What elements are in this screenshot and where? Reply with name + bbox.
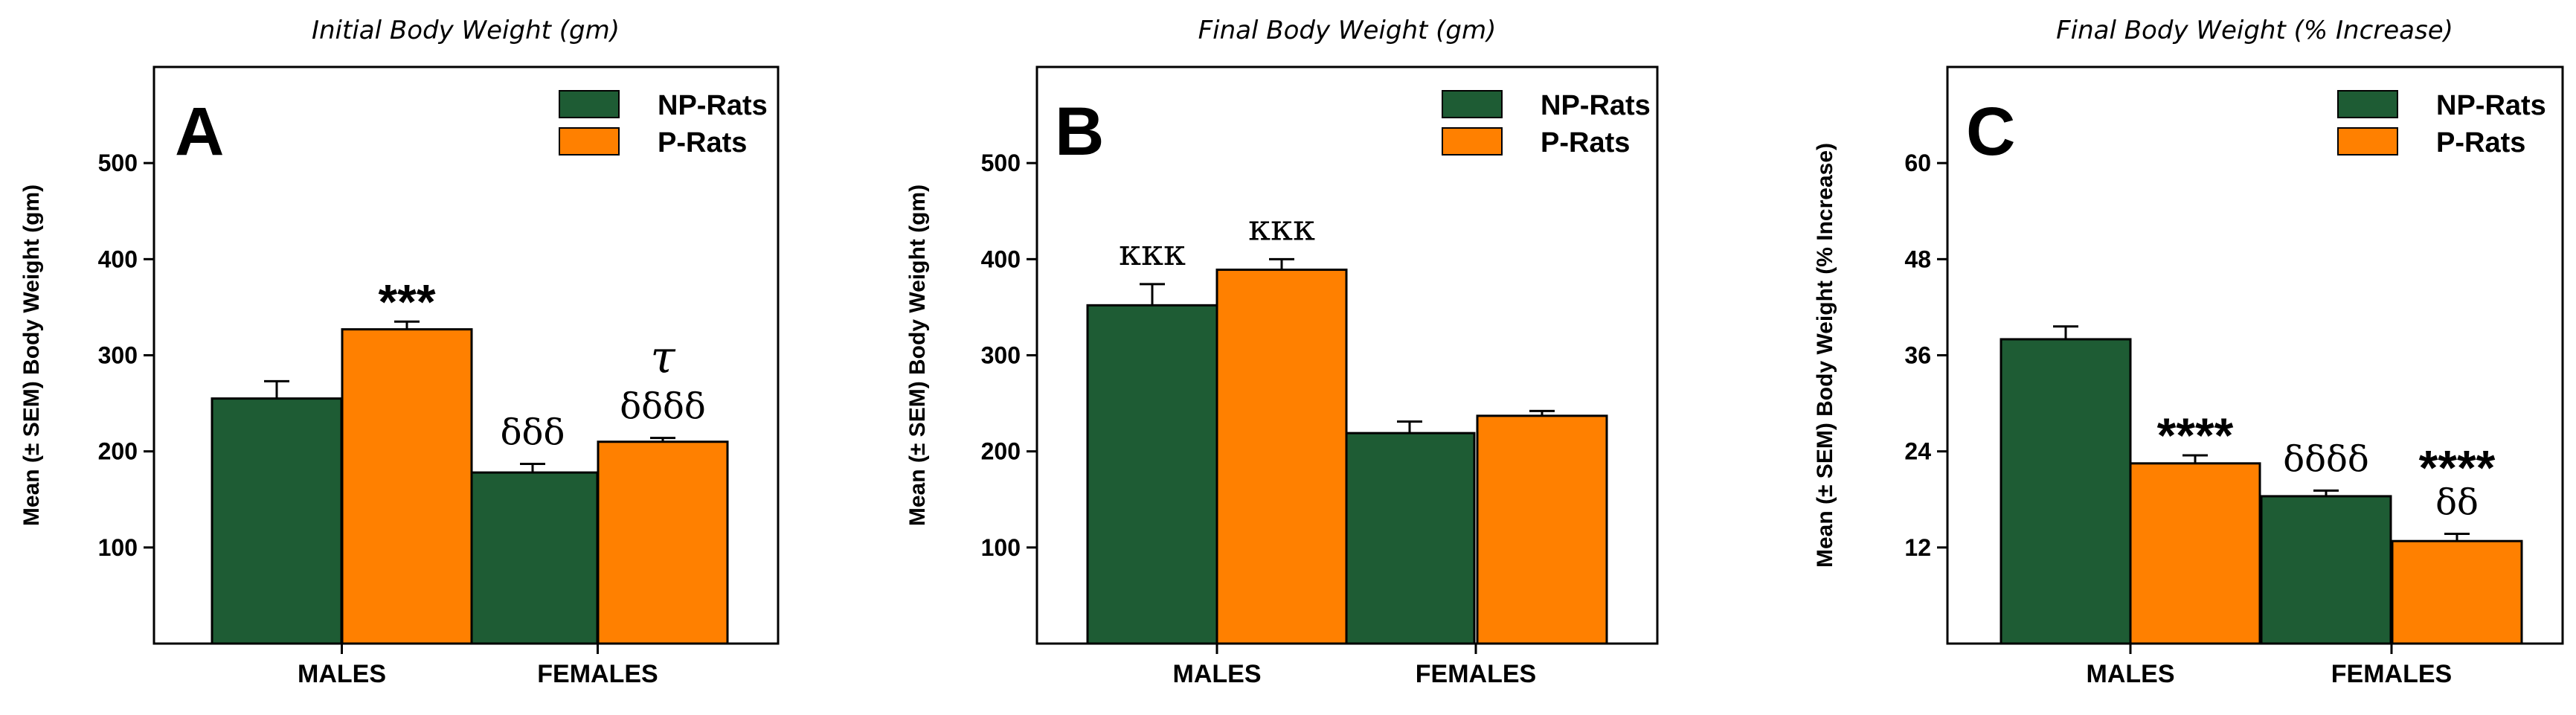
legend-swatch xyxy=(1442,90,1503,118)
legend-swatch xyxy=(559,127,620,155)
legend-label: NP-Rats xyxy=(658,90,768,121)
x-category-label: MALES xyxy=(298,660,386,688)
significance-annotation: δδ xyxy=(2435,482,2479,524)
y-axis-label: Mean (± SEM) Body Weight (gm) xyxy=(19,185,44,526)
y-tick-label: 500 xyxy=(981,150,1021,176)
bar-np-rats-males xyxy=(2000,338,2132,645)
legend-label: NP-Rats xyxy=(2436,90,2546,121)
y-tick-label: 36 xyxy=(1904,342,1931,369)
y-tick-label: 400 xyxy=(981,246,1021,272)
bar-p-rats-females xyxy=(2391,539,2523,645)
legend-swatch xyxy=(2337,127,2398,155)
bar-p-rats-males xyxy=(341,328,473,645)
y-tick-label: 200 xyxy=(981,438,1021,465)
y-tick-label: 48 xyxy=(1904,246,1931,272)
y-tick-label: 400 xyxy=(98,246,138,272)
bar-np-rats-males xyxy=(1086,304,1218,645)
significance-annotation: κκκ xyxy=(1119,232,1186,274)
x-category-label: FEMALES xyxy=(2331,660,2452,688)
chart-title: Final Body Weight (% Increase) xyxy=(2056,16,2453,45)
chart-panel-a: Initial Body Weight (gm) Mean (± SEM) Bod… xyxy=(19,16,780,688)
bar-np-rats-males xyxy=(211,397,343,645)
y-tick-label: 12 xyxy=(1904,534,1931,561)
significance-annotation: **** xyxy=(2157,408,2234,463)
legend-swatch xyxy=(2337,90,2398,118)
x-category-label: MALES xyxy=(2087,660,2175,688)
bar-np-rats-females xyxy=(466,471,599,645)
y-tick-label: 100 xyxy=(981,534,1021,561)
legend-swatch xyxy=(559,90,620,118)
bar-p-rats-females xyxy=(597,440,729,645)
bar-np-rats-females xyxy=(2260,495,2392,645)
panel-letter: B xyxy=(1055,94,1104,170)
y-tick-label: 500 xyxy=(98,150,138,176)
significance-annotation: *** xyxy=(378,274,435,329)
bar-p-rats-males xyxy=(1215,269,1348,645)
significance-annotation: τ xyxy=(650,332,675,384)
y-tick-label: 300 xyxy=(98,342,138,369)
y-tick-label: 60 xyxy=(1904,150,1931,176)
chart-panel-c: Final Body Weight (% Increase) Mean (± SE… xyxy=(1813,16,2564,688)
legend-label: NP-Rats xyxy=(1541,90,1651,121)
panel-letter: A xyxy=(175,94,224,170)
y-axis-label: Mean (± SEM) Body Weight (% Increase) xyxy=(1813,143,1837,568)
y-tick-label: 100 xyxy=(98,534,138,561)
bar-p-rats-females xyxy=(1476,414,1608,645)
x-category-label: FEMALES xyxy=(1416,660,1536,688)
x-category-label: FEMALES xyxy=(537,660,658,688)
legend-swatch xyxy=(1442,127,1503,155)
y-tick-label: 24 xyxy=(1904,438,1931,465)
significance-annotation: κκκ xyxy=(1248,207,1315,249)
significance-annotation: δδδ xyxy=(501,411,565,453)
chart-title: Final Body Weight (gm) xyxy=(1198,16,1497,45)
panel-letter: C xyxy=(1966,94,2015,170)
chart-title: Initial Body Weight (gm) xyxy=(312,16,620,45)
significance-annotation: **** xyxy=(2419,440,2496,496)
y-axis-label: Mean (± SEM) Body Weight (gm) xyxy=(905,185,930,526)
legend-label: P-Rats xyxy=(2436,127,2525,158)
bar-p-rats-males xyxy=(2129,462,2261,645)
chart-panel-b: Final Body Weight (gm) Mean (± SEM) Body … xyxy=(905,16,1659,688)
significance-annotation: δδδδ xyxy=(2283,438,2369,480)
y-tick-label: 200 xyxy=(98,438,138,465)
significance-annotation: δδδδ xyxy=(620,386,706,428)
x-category-label: MALES xyxy=(1173,660,1262,688)
y-tick-label: 300 xyxy=(981,342,1021,369)
legend-label: P-Rats xyxy=(658,127,747,158)
bar-np-rats-females xyxy=(1343,432,1476,645)
legend-label: P-Rats xyxy=(1541,127,1630,158)
